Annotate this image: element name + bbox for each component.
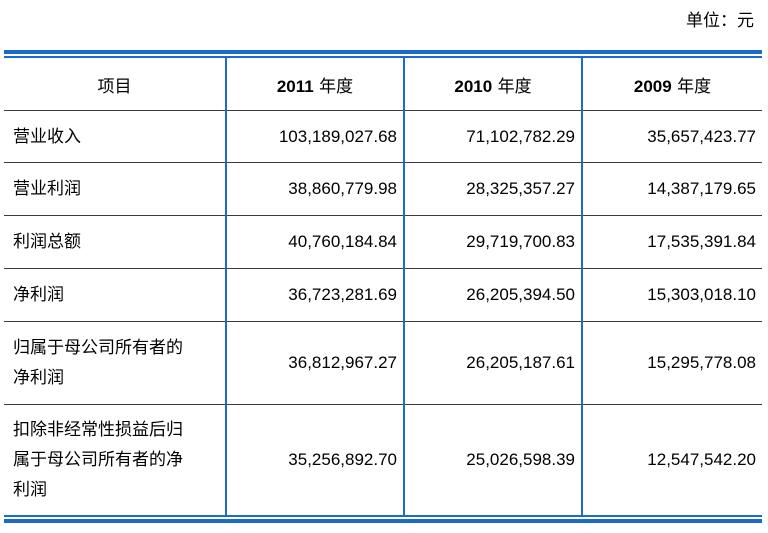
- bottom-rules: [4, 515, 762, 523]
- header-year-2011: 2011 年度: [226, 58, 405, 111]
- cell-2009: 15,295,778.08: [582, 321, 762, 405]
- row-label: 营业收入: [4, 110, 227, 163]
- financial-table-container: 项目 2011 年度 2010 年度 2009 年度 营业收入 103,189,…: [4, 50, 762, 523]
- header-year-2009: 2009 年度: [582, 58, 762, 111]
- cell-2010: 25,026,598.39: [404, 404, 583, 515]
- header-item: 项目: [4, 58, 227, 111]
- cell-2010: 28,325,357.27: [404, 162, 583, 216]
- cell-2009: 35,657,423.77: [582, 110, 762, 163]
- cell-2010: 26,205,394.50: [404, 268, 583, 322]
- top-rule-outer: [4, 50, 762, 54]
- cell-2010: 26,205,187.61: [404, 321, 583, 405]
- table-row: 归属于母公司所有者的 净利润 36,812,967.27 26,205,187.6…: [4, 321, 762, 405]
- cell-2009: 12,547,542.20: [647, 450, 756, 469]
- cell-2011: 36,812,967.27: [226, 321, 405, 405]
- row-label: 扣除非经常性损益后归 属于母公司所有者的净 利润: [4, 404, 227, 515]
- cell-2010: 71,102,782.29: [404, 110, 583, 163]
- header-year-2010: 2010 年度: [404, 58, 583, 111]
- cell-2009: 15,303,018.10: [582, 268, 762, 322]
- cell-2009: 14,387,179.65: [582, 162, 762, 216]
- row-label-line: 净利润: [13, 368, 64, 388]
- financial-summary-table: 项目 2011 年度 2010 年度 2009 年度 营业收入 103,189,…: [4, 58, 762, 515]
- cell-2011: 36,723,281.69: [226, 268, 405, 322]
- row-label-line: 扣除非经常性损益后归: [13, 420, 183, 440]
- top-rule-inner: [4, 56, 762, 58]
- bottom-rule-inner: [4, 515, 762, 517]
- cell-2010: 29,719,700.83: [404, 215, 583, 269]
- row-label: 净利润: [4, 268, 227, 322]
- cell-2011: 40,760,184.84: [226, 215, 405, 269]
- row-label-line: 归属于母公司所有者的: [13, 338, 183, 358]
- row-label-line: 利润: [13, 480, 47, 500]
- table-row: 净利润 36,723,281.69 26,205,394.50 15,303,0…: [4, 268, 762, 322]
- row-label: 归属于母公司所有者的 净利润: [4, 321, 227, 405]
- table-row: 利润总额 40,760,184.84 29,719,700.83 17,535,…: [4, 215, 762, 269]
- table-header-row: 项目 2011 年度 2010 年度 2009 年度: [4, 58, 762, 111]
- cell-2011: 38,860,779.98: [226, 162, 405, 216]
- table-row: 营业收入 103,189,027.68 71,102,782.29 35,657…: [4, 110, 762, 163]
- row-label: 营业利润: [4, 162, 227, 216]
- row-label: 利润总额: [4, 215, 227, 269]
- cell-2011: 103,189,027.68: [226, 110, 405, 163]
- unit-label: 单位：元: [686, 11, 754, 31]
- cell-2011: 35,256,892.70: [226, 404, 405, 515]
- row-label-line: 属于母公司所有者的净: [13, 450, 183, 470]
- cell-2009: 17,535,391.84: [582, 215, 762, 269]
- bottom-rule-outer: [4, 519, 762, 523]
- table-row: 营业利润 38,860,779.98 28,325,357.27 14,387,…: [4, 162, 762, 216]
- table-row: 扣除非经常性损益后归 属于母公司所有者的净 利润 35,256,892.70 25,…: [4, 404, 762, 515]
